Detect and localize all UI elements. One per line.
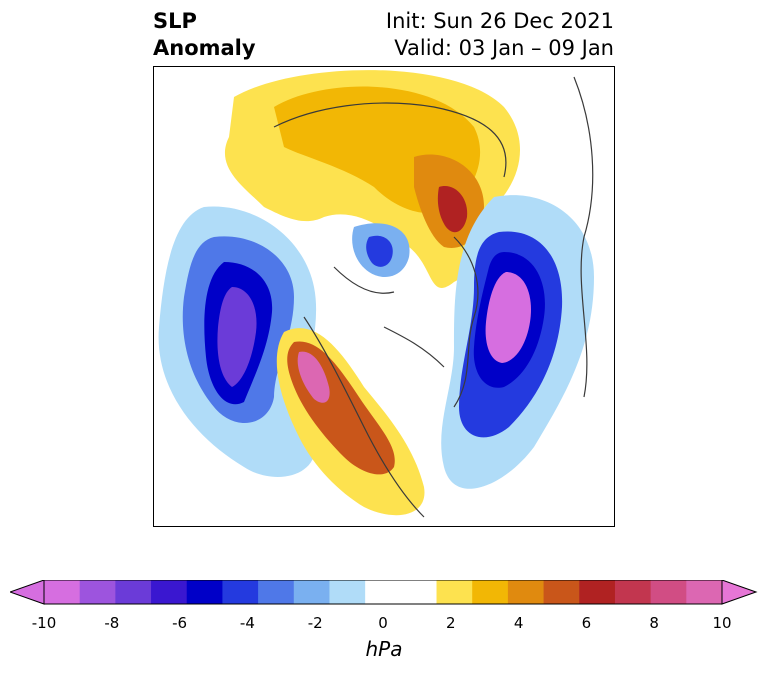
colorbar-segment [436,580,473,604]
map-title: SLP Anomaly [153,8,256,62]
colorbar-extend-low [10,580,45,605]
negative-anomaly-pacific-core [217,287,257,387]
colorbar-segment [44,580,81,604]
positive-anomaly-north-america-core [297,351,330,403]
colorbar-tick-label: 8 [649,614,659,632]
colorbar-segment [329,580,366,604]
colorbar-segment [400,580,438,604]
colorbar-segment [579,580,616,604]
colorbar-segment [186,580,223,604]
colorbar-outline [43,580,723,605]
colorbar-segment [258,580,295,604]
negative-anomaly-arctic-core [366,235,393,267]
colorbar-segments [44,580,723,604]
colorbar-segment [650,580,687,604]
init-date: Init: Sun 26 Dec 2021 [385,9,614,33]
colorbar-tick-label: -6 [172,614,188,632]
colorbar-segment [151,580,188,604]
negative-anomaly-atlantic-core [485,272,531,363]
colorbar-tick-label: -4 [239,614,255,632]
colorbar-tick-label: 10 [712,614,732,632]
colorbar-segment [365,580,402,604]
colorbar-segment [115,580,152,604]
colorbar-tick-label: 0 [378,614,388,632]
colorbar-segment [293,580,330,604]
colorbar-tick-label: -2 [307,614,323,632]
colorbar-tick-label: -10 [31,614,57,632]
valid-range: Valid: 03 Jan – 09 Jan [394,36,614,60]
colorbar-extend-high [721,580,758,605]
colorbar-segment [614,580,652,604]
colorbar-segment [472,580,509,604]
colorbar-tick-label: 6 [581,614,592,632]
colorbar-segment [507,580,545,604]
slp-anomaly-map [158,70,594,518]
title-line-1: SLP [153,9,197,33]
colorbar-segment [543,580,580,604]
colorbar-segment [686,580,723,604]
colorbar-tick-label: 2 [446,614,456,632]
map-panel [153,66,615,527]
colorbar [10,580,758,605]
map-dates: Init: Sun 26 Dec 2021 Valid: 03 Jan – 09… [386,8,614,62]
positive-anomaly-siberia-core [437,186,468,233]
title-line-2: Anomaly [153,36,256,60]
colorbar-tick-label: -8 [104,614,120,632]
colorbar-segment [222,580,259,604]
colorbar-segment [79,580,116,604]
colorbar-tick-label: 4 [513,614,524,632]
coastlines [273,76,594,518]
colorbar-unit: hPa [365,637,403,661]
